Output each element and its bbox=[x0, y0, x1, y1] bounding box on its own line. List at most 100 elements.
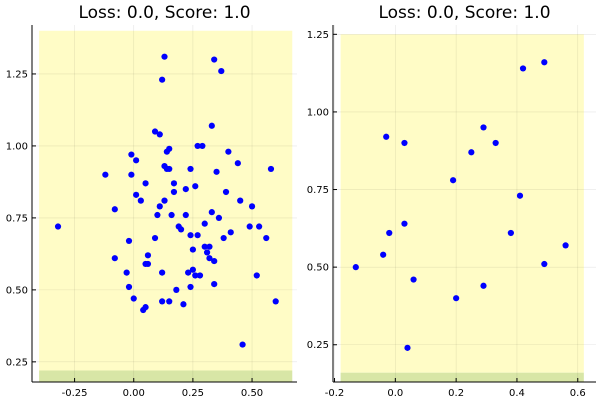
plot2-point bbox=[492, 139, 499, 147]
plot1-point bbox=[137, 197, 144, 204]
plot1-point bbox=[234, 160, 241, 167]
plot2-x-tick-label: 0.6 bbox=[570, 388, 586, 399]
plot2-y-tick-label: 0.75 bbox=[307, 185, 329, 196]
plot1-point bbox=[166, 298, 173, 305]
plot1-point bbox=[187, 232, 194, 239]
plot1-point bbox=[142, 304, 149, 311]
plot1-point bbox=[151, 128, 159, 135]
plot2-point bbox=[352, 264, 359, 271]
plot1-point bbox=[199, 142, 206, 150]
plot1-point bbox=[159, 298, 166, 305]
plot2-point bbox=[380, 251, 387, 258]
plot1-point bbox=[156, 131, 163, 138]
plot1-point bbox=[263, 234, 270, 242]
plot1-point bbox=[201, 243, 208, 250]
plot1-point bbox=[130, 295, 137, 302]
plot1-point bbox=[182, 211, 189, 219]
plot2-point bbox=[410, 276, 417, 283]
plot1-point bbox=[203, 249, 211, 256]
plot1-point bbox=[144, 260, 152, 268]
plot1-point bbox=[154, 211, 161, 219]
plot1-point bbox=[201, 220, 208, 227]
plot1-point bbox=[225, 148, 232, 155]
plot1-point bbox=[248, 203, 256, 210]
plot1-point bbox=[206, 255, 213, 262]
plot2-point bbox=[386, 229, 393, 237]
plot2-title: Loss: 0.0, Score: 1.0 bbox=[378, 3, 550, 23]
plot2-point bbox=[541, 59, 548, 66]
plot2-point bbox=[404, 344, 411, 351]
plot1-point bbox=[218, 67, 225, 75]
plot2-x-tick-label: 0.0 bbox=[387, 388, 403, 399]
plot1-point bbox=[166, 145, 173, 152]
plot1-point bbox=[211, 281, 218, 288]
plot1-point bbox=[208, 209, 215, 216]
plot1-y-tick-label: 0.25 bbox=[6, 357, 28, 368]
plot1-point bbox=[111, 255, 118, 262]
plot2-point bbox=[401, 220, 408, 227]
plot1-point bbox=[239, 341, 246, 348]
plot1-point bbox=[142, 180, 149, 187]
plot2-point bbox=[383, 133, 390, 140]
plot1-point bbox=[246, 223, 253, 230]
plot1-point bbox=[187, 283, 194, 291]
plot1-point bbox=[133, 191, 140, 198]
plot1-point bbox=[182, 186, 189, 193]
plot1-point bbox=[111, 206, 118, 213]
plot1-y-tick-label: 0.50 bbox=[6, 285, 28, 296]
plot1-point bbox=[177, 226, 185, 233]
plot2-point bbox=[541, 260, 548, 268]
plot2-point bbox=[480, 124, 487, 131]
plot1-point bbox=[196, 272, 204, 279]
plot1-point bbox=[253, 272, 260, 279]
plot1-x-tick-label: 0.25 bbox=[182, 388, 204, 399]
plot1-x-tick-label: 0.00 bbox=[123, 388, 145, 399]
plot1-point bbox=[125, 283, 133, 291]
plot2-x-tick-label: 0.4 bbox=[509, 388, 525, 399]
plot1-point bbox=[161, 53, 168, 60]
plot1-point bbox=[194, 142, 201, 150]
plot1-point bbox=[125, 237, 133, 245]
plot2-x-tick-label: 0.2 bbox=[448, 388, 464, 399]
plot1-point bbox=[123, 269, 130, 276]
plot1-point bbox=[173, 286, 180, 293]
plot1-point bbox=[185, 269, 192, 276]
plot1-point bbox=[227, 229, 234, 236]
plot2-background-region bbox=[340, 34, 584, 373]
plot1-point bbox=[213, 168, 220, 175]
plot1-x-tick-label: 0.50 bbox=[241, 388, 263, 399]
plot1-point bbox=[151, 234, 159, 242]
plot1-point bbox=[211, 257, 218, 265]
plot1-point bbox=[194, 232, 201, 239]
plot1-point bbox=[170, 180, 178, 187]
plot1-point bbox=[206, 243, 213, 250]
plot1-y-tick-label: 0.75 bbox=[6, 213, 28, 224]
plot1-point bbox=[168, 211, 175, 219]
plot2-y-tick-label: 1.00 bbox=[307, 107, 329, 118]
plot2-point bbox=[453, 295, 460, 302]
plot1-point bbox=[211, 56, 218, 63]
plot1-point bbox=[272, 298, 279, 305]
plot1-point bbox=[54, 223, 62, 230]
plot2-point bbox=[516, 192, 524, 199]
plot1-point bbox=[237, 197, 244, 204]
plot1-point bbox=[256, 223, 263, 230]
plot1-y-tick-label: 1.00 bbox=[6, 141, 28, 152]
plot1-point bbox=[144, 252, 152, 259]
plot1: -0.25 0.00 0.25 0.50 0.25 0.50 0.75 1.00 1.25 Los… bbox=[6, 3, 297, 399]
plot2-y-tick-label: 1.25 bbox=[307, 30, 329, 41]
plot2-x-tick-label: -0.2 bbox=[325, 388, 345, 399]
plot1-point bbox=[187, 165, 194, 173]
plot1-point bbox=[159, 269, 166, 276]
plot1-background-region bbox=[39, 370, 293, 382]
plot1-point bbox=[170, 188, 178, 196]
plot2-point bbox=[401, 139, 408, 147]
plot1-title: Loss: 0.0, Score: 1.0 bbox=[78, 3, 250, 23]
plot1-point bbox=[220, 234, 227, 242]
plot1-point bbox=[102, 171, 109, 178]
plot1-point bbox=[128, 171, 135, 178]
plot1-point bbox=[189, 266, 196, 273]
plot2-y-tick-label: 0.25 bbox=[307, 340, 329, 351]
plot1-point bbox=[180, 301, 187, 308]
